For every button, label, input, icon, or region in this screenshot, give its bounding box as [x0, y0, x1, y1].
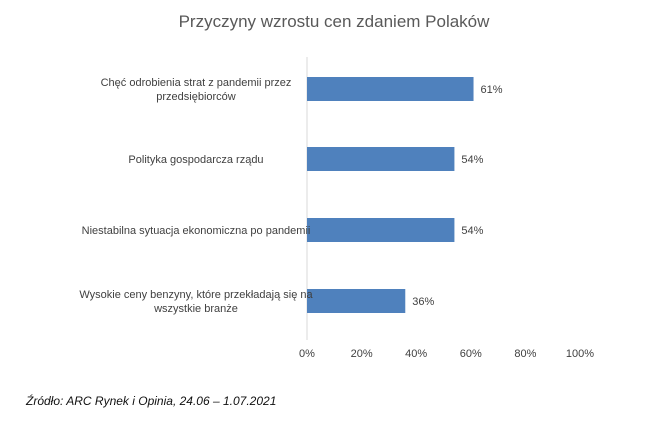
- x-tick-label-60: 60%: [460, 348, 482, 360]
- x-tick-label-100: 100%: [566, 348, 594, 360]
- x-tick-label-40: 40%: [405, 348, 427, 360]
- category-label-2: Polityka gospodarcza rządu: [128, 154, 263, 166]
- x-axis-ticks: 0% 20% 40% 60% 80% 100%: [299, 348, 594, 360]
- bar-2: [307, 147, 455, 171]
- category-labels: Chęć odrobienia strat z pandemii przez pr…: [79, 77, 313, 315]
- value-label-3: 54%: [461, 225, 483, 237]
- bar-1: [307, 77, 474, 101]
- value-label-4: 36%: [412, 296, 434, 308]
- value-labels: 61% 54% 54% 36%: [412, 84, 502, 308]
- category-label-4-line-2: wszystkie branże: [153, 303, 238, 315]
- value-label-2: 54%: [461, 154, 483, 166]
- bar-4: [307, 289, 406, 313]
- x-tick-label-0: 0%: [299, 348, 315, 360]
- category-label-1-line-1: Chęć odrobienia strat z pandemii przez: [101, 77, 292, 89]
- category-label-3: Niestabilna sytuacja ekonomiczna po pand…: [82, 225, 311, 237]
- source-note: Źródło: ARC Rynek i Opinia, 24.06 – 1.07…: [26, 394, 277, 408]
- category-label-1-line-2: przedsiębiorców: [156, 91, 236, 103]
- category-label-4-line-1: Wysokie ceny benzyny, które przekładają …: [79, 289, 313, 301]
- x-tick-label-20: 20%: [351, 348, 373, 360]
- bars-group: [307, 77, 474, 313]
- x-tick-label-80: 80%: [514, 348, 536, 360]
- value-label-1: 61%: [481, 84, 503, 96]
- bar-3: [307, 218, 455, 242]
- chart-title: Przyczyny wzrostu cen zdaniem Polaków: [179, 12, 491, 31]
